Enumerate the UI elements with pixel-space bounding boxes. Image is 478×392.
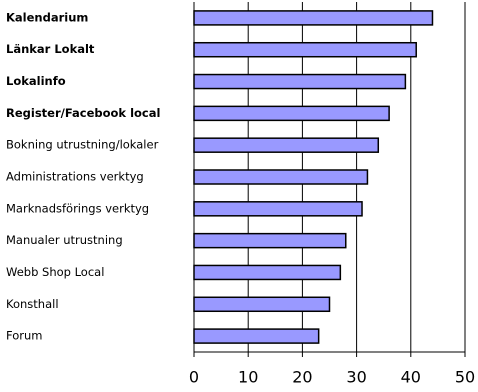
- x-tick-label: 40: [401, 368, 421, 387]
- y-tick-label: Lokalinfo: [6, 74, 66, 88]
- bar: [193, 296, 331, 313]
- bar: [193, 41, 417, 58]
- y-tick-label: Webb Shop Local: [6, 265, 104, 279]
- bar: [193, 73, 407, 90]
- x-tick-label: 10: [238, 368, 258, 387]
- bar: [193, 328, 320, 344]
- bar: [193, 10, 434, 26]
- bar: [193, 169, 369, 185]
- x-tick-label: 30: [346, 368, 366, 387]
- bar: [193, 232, 347, 249]
- y-tick-label: Konsthall: [6, 297, 59, 311]
- x-tick-label: 0: [189, 368, 199, 387]
- y-tick-label: Forum: [6, 329, 42, 343]
- y-tick-label: Kalendarium: [6, 10, 88, 24]
- y-tick-label: Administrations verktyg: [6, 170, 144, 184]
- x-tick-label: 50: [455, 368, 475, 387]
- y-tick-label: Register/Facebook local: [6, 106, 160, 120]
- bar: [193, 105, 390, 122]
- y-tick-label: Marknadsförings verktyg: [6, 201, 149, 215]
- y-tick-label: Länkar Lokalt: [6, 42, 95, 56]
- y-tick-label: Manualer utrustning: [6, 233, 123, 247]
- bar: [193, 264, 342, 281]
- y-tick-label: Bokning utrustning/lokaler: [6, 138, 159, 152]
- bar: [193, 201, 363, 217]
- bar: [193, 137, 380, 153]
- x-tick-label: 20: [292, 368, 312, 387]
